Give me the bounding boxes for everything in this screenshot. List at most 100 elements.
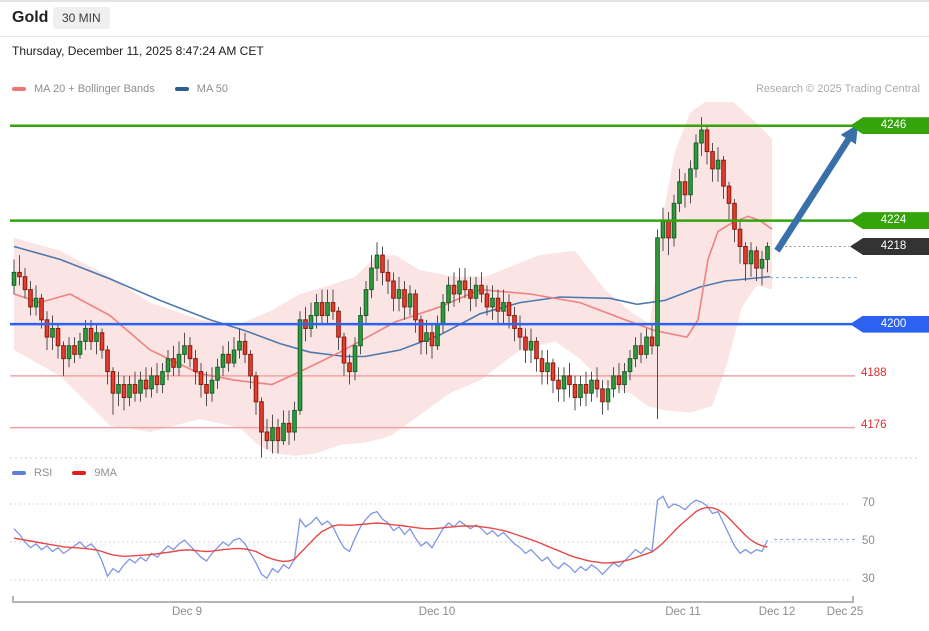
candle-body [314, 302, 319, 317]
minor-support-label: 4176 [861, 419, 887, 432]
support-price-tag: 4200 [850, 315, 929, 333]
candle-body [748, 250, 754, 265]
candle-body [347, 362, 352, 373]
candle-body [110, 371, 116, 394]
candle-body [297, 319, 303, 411]
candle-body [39, 297, 44, 321]
candle-body [693, 142, 699, 170]
candle-body [132, 384, 138, 394]
candle-body [270, 427, 275, 442]
x-axis-label: Dec 12 [758, 606, 796, 618]
candle-body [473, 284, 479, 299]
candle-body [594, 379, 600, 390]
candle-body [699, 129, 704, 144]
candle-body [704, 129, 710, 153]
candle-body [154, 375, 160, 386]
candle-body [627, 358, 633, 373]
candle-body [55, 327, 61, 347]
candle-body [396, 289, 402, 299]
legend-item-ma50: MA 50 [174, 83, 228, 95]
candle-body [539, 358, 545, 373]
x-axis-label: Dec 9 [171, 606, 203, 618]
candle-body [259, 401, 264, 433]
legend-item-rsi: RSI [12, 467, 52, 479]
datetime-label: Thursday, December 11, 2025 8:47:24 AM C… [12, 44, 264, 58]
candle-body [99, 332, 105, 351]
candle-body [743, 246, 748, 265]
candle-body [215, 366, 220, 381]
candle-body [341, 336, 347, 364]
candle-body [374, 254, 380, 269]
candle-body [220, 353, 226, 368]
candle-body [715, 159, 721, 170]
legend-label: RSI [34, 467, 53, 479]
candle-body [292, 409, 297, 433]
candle-body [517, 327, 523, 338]
candle-body [187, 345, 193, 360]
candle-body [171, 358, 176, 368]
candle-body [754, 250, 759, 269]
candle-body [358, 315, 363, 347]
candle-body [435, 323, 440, 347]
candle-body [688, 168, 693, 196]
candle-body [561, 375, 567, 390]
main-legend: MA 20 + Bollinger Bands MA 50 [12, 83, 228, 95]
candle-body [204, 384, 209, 394]
ma50-swatch-icon [174, 87, 189, 91]
page-title: Gold [12, 9, 49, 26]
candle-body [330, 302, 336, 312]
candle-body [501, 302, 506, 312]
candle-body [22, 276, 28, 291]
candle-body [457, 280, 462, 295]
candle-body [506, 302, 512, 317]
candle-body [149, 375, 154, 390]
candle-body [550, 362, 556, 381]
legend-item-9ma: 9MA [72, 467, 117, 479]
candle-body [165, 358, 171, 373]
candle-body [138, 379, 143, 394]
legend-item-ma20-bollinger: MA 20 + Bollinger Bands [12, 83, 155, 95]
rsi-scale-30: 30 [862, 573, 875, 585]
candle-body [121, 384, 127, 398]
candle-body [424, 332, 429, 342]
candle-body [286, 422, 292, 433]
header [0, 4, 929, 37]
candle-body [264, 431, 270, 442]
candle-body [226, 353, 231, 364]
rsi-9ma-line [13, 506, 768, 564]
candle-body [281, 422, 286, 442]
candle-body [622, 371, 627, 386]
candle-body [385, 271, 391, 282]
bullish-arrow-head-icon [840, 124, 858, 145]
candle-body [237, 340, 242, 351]
candle-body [495, 297, 501, 312]
candle-body [413, 293, 418, 321]
candle-body [17, 271, 22, 278]
candle-body [649, 336, 655, 347]
ma20-bollinger-swatch-icon [12, 87, 26, 91]
candle-body [605, 388, 611, 403]
candle-body [440, 302, 446, 325]
candle-body [176, 353, 182, 368]
rsi-line [13, 495, 769, 580]
candle-body [193, 358, 198, 373]
candle-body [33, 297, 39, 308]
x-axis-label: Dec 25 [826, 606, 864, 618]
candle-body [644, 336, 649, 355]
candle-body [721, 159, 726, 187]
candle-body [77, 340, 83, 355]
candle-body [534, 340, 539, 360]
candle-body [655, 237, 660, 347]
legend-label: MA 50 [196, 83, 228, 95]
candle-body [418, 319, 424, 342]
x-axis-label: Dec 10 [418, 606, 456, 618]
candle-body [72, 345, 77, 355]
candle-body [369, 267, 374, 291]
candle-body [11, 271, 17, 286]
rsi-scale-70: 70 [862, 497, 875, 509]
candle-body [765, 246, 770, 260]
candle-body [66, 345, 72, 360]
candle-body [556, 379, 561, 390]
candle-body [231, 349, 237, 364]
